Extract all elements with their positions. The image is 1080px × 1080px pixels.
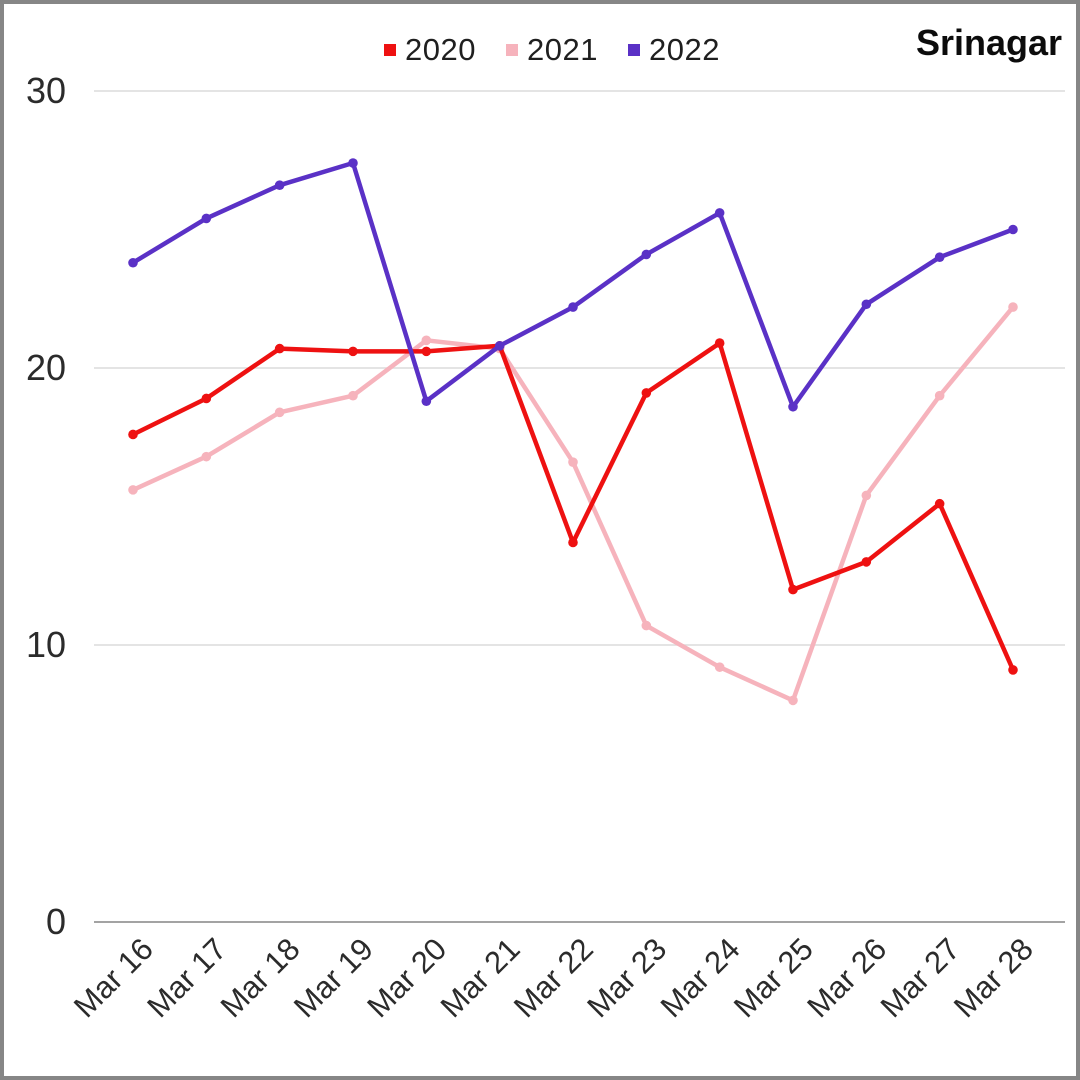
x-tick-label: Mar 17: [140, 931, 233, 1024]
x-tick-label: Mar 26: [800, 931, 893, 1024]
data-point-2022-Mar 24: [714, 208, 725, 218]
chart-title: Srinagar: [915, 22, 1062, 63]
data-point-2021-Mar 19: [348, 390, 358, 401]
data-point-2020-Mar 17: [201, 393, 212, 404]
x-tick-label: Mar 20: [360, 931, 453, 1024]
x-tick-label: Mar 28: [947, 931, 1040, 1024]
y-tick-label: 0: [46, 901, 66, 942]
y-tick-label: 30: [26, 70, 66, 111]
data-point-2022-Mar 21: [494, 341, 505, 351]
data-point-2020-Mar 24: [714, 338, 725, 348]
data-point-2020-Mar 20: [421, 346, 432, 357]
data-point-2020-Mar 28: [1008, 665, 1018, 675]
data-point-2022-Mar 26: [861, 299, 872, 310]
data-point-2022-Mar 17: [201, 213, 212, 224]
data-point-2021-Mar 18: [274, 407, 285, 418]
data-point-2021-Mar 25: [788, 695, 798, 706]
data-point-2021-Mar 27: [934, 390, 945, 401]
y-tick-label: 10: [26, 624, 66, 665]
data-point-2022-Mar 25: [788, 401, 798, 412]
x-tick-label: Mar 24: [654, 931, 747, 1024]
series-line-2020: [130, 340, 1016, 673]
data-point-2020-Mar 22: [568, 537, 578, 548]
x-tick-label: Mar 18: [214, 931, 307, 1024]
x-tick-label: Mar 16: [67, 931, 160, 1024]
data-point-2021-Mar 23: [641, 620, 652, 631]
data-point-2021-Mar 17: [201, 451, 212, 462]
data-point-2022-Mar 18: [274, 180, 285, 190]
data-point-2022-Mar 23: [641, 249, 652, 260]
data-point-2021-Mar 16: [128, 485, 138, 495]
data-point-2022-Mar 16: [128, 257, 138, 268]
data-point-2021-Mar 28: [1008, 302, 1018, 312]
x-tick-label: Mar 23: [580, 931, 673, 1024]
x-tick-label: Mar 25: [727, 931, 820, 1024]
series-line-2021: [130, 304, 1016, 703]
data-point-2022-Mar 19: [348, 158, 358, 168]
data-point-2020-Mar 25: [788, 584, 798, 595]
x-tick-label: Mar 19: [287, 931, 380, 1024]
data-point-2022-Mar 28: [1008, 224, 1018, 235]
x-tick-label: Mar 27: [874, 931, 967, 1024]
data-point-2020-Mar 26: [861, 557, 872, 567]
data-point-2020-Mar 19: [348, 346, 358, 357]
x-tick-label: Mar 22: [507, 931, 600, 1024]
data-point-2020-Mar 23: [641, 388, 652, 398]
data-point-2021-Mar 26: [861, 490, 872, 501]
x-tick-label: Mar 21: [434, 931, 527, 1024]
series-line-2022: [130, 160, 1016, 410]
data-point-2020-Mar 18: [274, 343, 285, 354]
data-point-2021-Mar 20: [421, 335, 432, 346]
data-point-2021-Mar 22: [568, 457, 578, 467]
data-point-2020-Mar 16: [128, 429, 138, 440]
data-point-2022-Mar 27: [934, 252, 945, 262]
data-point-2021-Mar 24: [714, 662, 725, 672]
data-point-2020-Mar 27: [934, 498, 945, 509]
data-point-2022-Mar 20: [421, 396, 432, 407]
y-tick-label: 20: [26, 347, 66, 388]
data-point-2022-Mar 22: [568, 302, 578, 312]
